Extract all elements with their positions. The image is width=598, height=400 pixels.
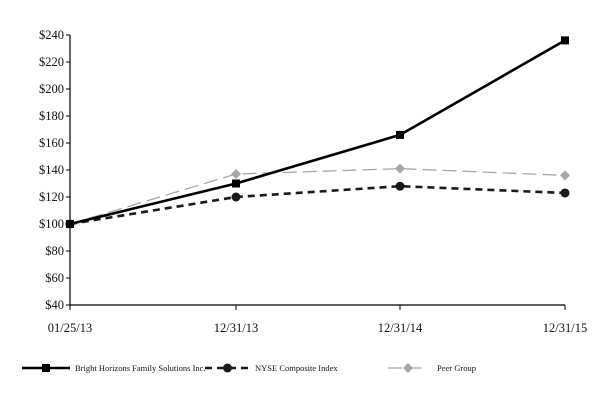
series-layer	[65, 36, 570, 229]
legend-marker	[223, 363, 232, 373]
legend-label: NYSE Composite Index	[255, 363, 338, 373]
data-point	[561, 36, 569, 45]
x-tick-label: 01/25/13	[48, 321, 92, 335]
legend-marker	[403, 363, 413, 373]
legend-item: Peer Group	[388, 363, 476, 373]
data-point	[395, 163, 405, 174]
data-point	[560, 170, 570, 181]
legend-marker	[42, 364, 50, 372]
y-tick-label: $100	[39, 217, 64, 231]
y-tick-label: $200	[39, 82, 64, 96]
data-point	[395, 181, 405, 191]
data-point	[231, 169, 241, 180]
y-tick-label: $240	[39, 28, 64, 42]
y-tick-label: $160	[39, 136, 64, 150]
series-line	[69, 167, 566, 225]
legend: Bright Horizons Family Solutions Inc. NYS…	[22, 363, 476, 373]
x-tick-label: 12/31/14	[378, 321, 423, 335]
series-line	[69, 39, 566, 226]
data-point	[396, 130, 404, 139]
y-axis: $40 $60 $80 $100 $120 $140 $160 $180 $200 $220 $24…	[39, 28, 71, 312]
data-point	[560, 188, 570, 198]
x-tick-label: 12/31/13	[214, 321, 258, 335]
data-point	[232, 179, 240, 188]
series-square-group	[66, 36, 569, 228]
x-tick-label: 12/31/15	[543, 321, 587, 335]
y-tick-label: $220	[39, 55, 64, 69]
x-axis: 01/25/13 12/31/13 12/31/14 12/31/15	[48, 304, 587, 335]
series-line	[69, 184, 566, 226]
y-tick-label: $180	[39, 109, 64, 123]
series-diamond-group	[65, 163, 570, 229]
y-tick-label: $140	[39, 163, 64, 177]
legend-item: NYSE Composite Index	[205, 363, 338, 373]
y-tick-label: $80	[45, 244, 64, 258]
data-point	[231, 192, 241, 202]
y-tick-label: $40	[45, 298, 64, 312]
y-tick-label: $120	[39, 190, 64, 204]
series-circle-group	[65, 181, 570, 229]
y-tick-label: $60	[45, 271, 64, 285]
legend-label: Peer Group	[437, 363, 476, 373]
data-point	[66, 220, 74, 228]
legend-item: Bright Horizons Family Solutions Inc.	[22, 363, 206, 373]
legend-label: Bright Horizons Family Solutions Inc.	[75, 363, 206, 373]
